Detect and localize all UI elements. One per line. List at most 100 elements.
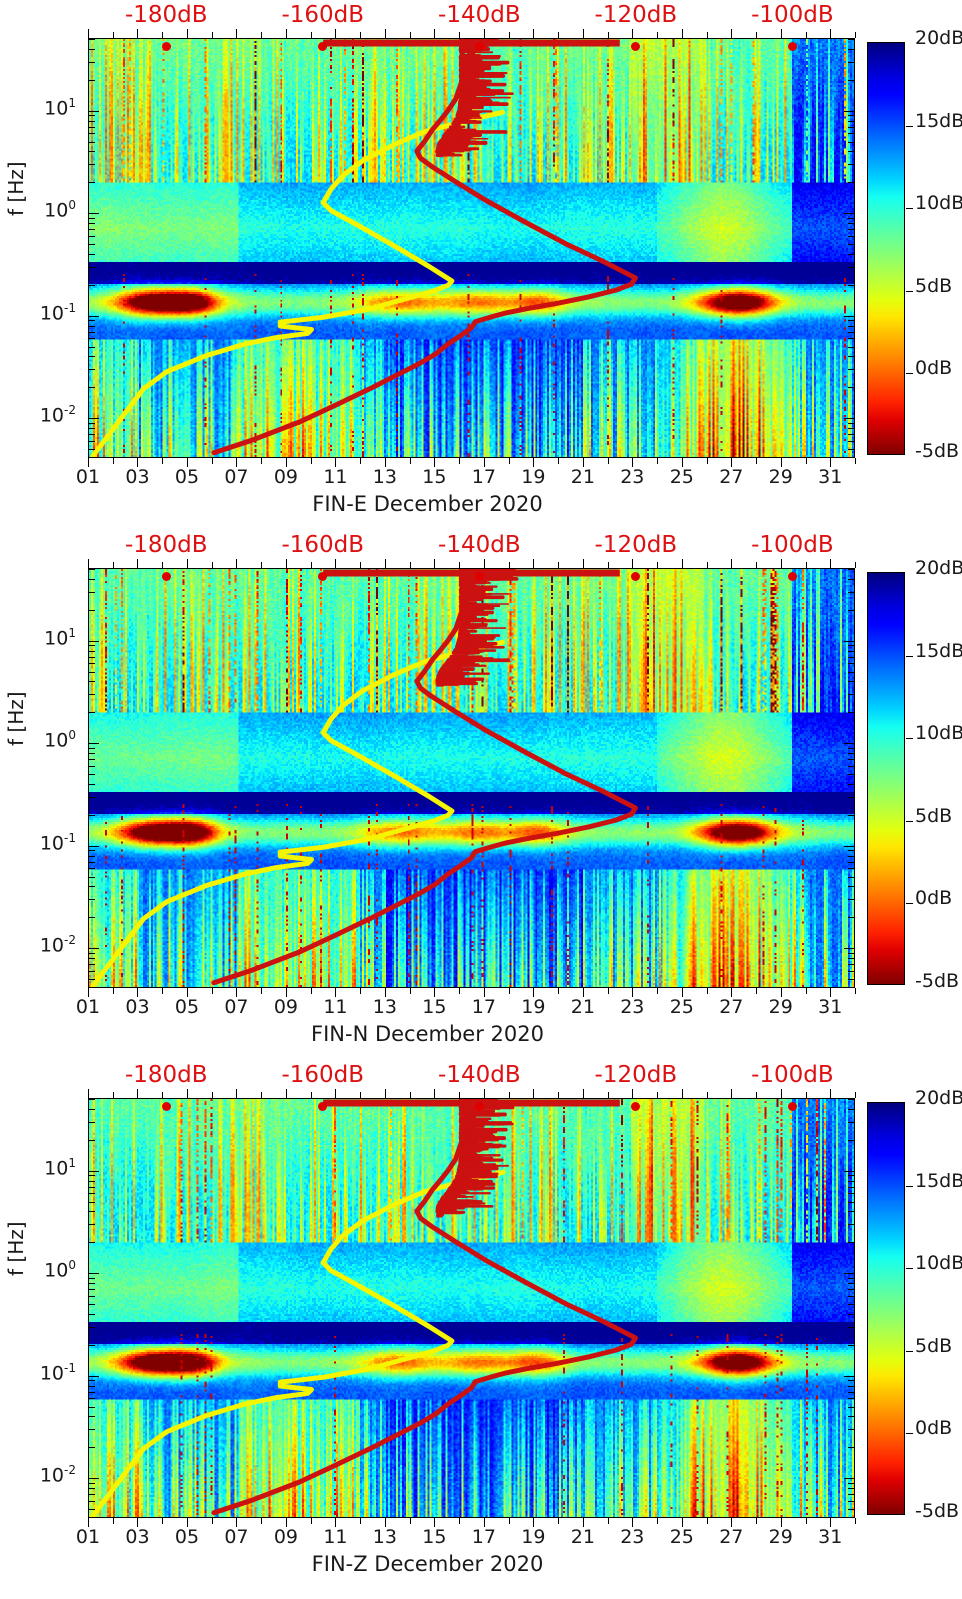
x-tick-mark-minor <box>310 32 312 38</box>
y-tick-mark <box>848 753 854 755</box>
psd-reference-dot <box>318 42 328 51</box>
x-tick-label: 07 <box>224 1526 249 1548</box>
y-tick-mark <box>848 1500 854 1502</box>
x-tick-label: 29 <box>768 1526 793 1548</box>
panel-title-fin-z: FIN-Z December 2020 <box>311 1552 544 1576</box>
x-tick-mark-minor <box>855 32 856 38</box>
x-tick-mark-minor <box>508 1092 510 1098</box>
colorbar-tick-label: 0dB <box>915 887 953 910</box>
y-tick-mark <box>848 650 854 652</box>
y-tick-mark <box>89 151 95 153</box>
y-tick-label: 10-1 <box>39 1360 76 1385</box>
y-tick-mark <box>89 747 95 749</box>
x-tick-mark <box>582 458 584 467</box>
x-tick-mark-minor <box>211 562 213 568</box>
x-tick-mark <box>830 559 832 568</box>
x-tick-mark <box>384 1089 386 1098</box>
y-tick-mark <box>89 266 95 268</box>
x-tick-mark-minor <box>360 458 362 464</box>
colorbar-tick-label: 20dB <box>915 27 962 49</box>
y-tick-mark <box>89 1478 99 1480</box>
y-tick-mark <box>848 253 854 255</box>
x-tick-mark-minor <box>261 562 263 568</box>
top-db-tick-label: -100dB <box>751 532 834 558</box>
panel-title-fin-n: FIN-N December 2020 <box>311 1022 544 1046</box>
y-tick-mark <box>848 1488 854 1490</box>
y-tick-mark <box>89 979 95 981</box>
x-tick-mark-minor <box>459 32 461 38</box>
y-tick-mark <box>848 120 854 122</box>
y-tick-mark <box>848 671 854 673</box>
plot-area-fin-e <box>88 38 855 458</box>
y-tick-mark <box>89 213 99 215</box>
x-tick-mark <box>88 1089 89 1098</box>
colorbar-tick <box>906 1350 913 1352</box>
colorbar-tick <box>906 738 913 740</box>
y-tick-mark <box>848 1447 854 1449</box>
x-tick-mark <box>533 29 535 38</box>
y-tick-mark <box>89 346 95 348</box>
y-tick-mark <box>89 753 95 755</box>
x-tick-mark <box>483 988 485 997</box>
x-tick-mark-minor <box>558 1518 560 1524</box>
x-tick-mark-minor <box>805 562 807 568</box>
psd-reference-dot <box>318 1102 328 1111</box>
y-tick-mark <box>848 1380 854 1382</box>
y-tick-mark <box>89 1170 99 1172</box>
top-db-tick-label: -120dB <box>594 532 678 558</box>
colorbar-tick <box>906 655 913 657</box>
y-tick-mark <box>89 694 95 696</box>
y-tick-mark <box>89 759 95 761</box>
x-tick-mark-minor <box>211 32 213 38</box>
y-tick-mark <box>848 346 854 348</box>
y-tick-mark <box>848 876 854 878</box>
x-tick-label: 27 <box>719 466 744 488</box>
y-tick-label: 101 <box>44 1155 76 1179</box>
x-tick-mark-minor <box>162 562 164 568</box>
x-tick-label: 25 <box>669 1526 694 1548</box>
x-tick-mark-minor <box>459 1518 461 1524</box>
y-tick-mark <box>848 774 854 776</box>
colorbar-tick-label: 5dB <box>915 1334 953 1357</box>
x-tick-mark <box>632 1089 634 1098</box>
y-tick-mark <box>89 952 95 954</box>
y-tick-mark <box>89 253 95 255</box>
y-tick-mark <box>844 640 854 642</box>
x-tick-label: 19 <box>521 996 546 1018</box>
y-tick-mark <box>89 1295 95 1297</box>
x-tick-label: 11 <box>323 1526 348 1548</box>
top-db-tick-label: -120dB <box>594 2 678 28</box>
x-tick-mark <box>731 1089 733 1098</box>
x-tick-mark <box>88 29 89 38</box>
x-tick-label: 17 <box>471 996 496 1018</box>
y-tick-mark <box>89 217 95 219</box>
x-tick-label: 21 <box>570 466 595 488</box>
colorbar-gradient <box>868 573 904 984</box>
colorbar-tick-label: 10dB <box>915 192 962 215</box>
x-tick-mark-minor <box>310 458 312 464</box>
y-tick-mark <box>844 213 854 215</box>
y-tick-mark <box>848 964 854 966</box>
y-tick-mark <box>848 850 854 852</box>
y-tick-mark <box>89 970 95 972</box>
psd-reference-dot <box>787 572 797 581</box>
x-tick-mark <box>632 1518 634 1527</box>
x-tick-mark-minor <box>310 1518 312 1524</box>
x-tick-mark <box>533 988 535 997</box>
psd-reference-dot <box>474 1102 484 1111</box>
colorbar-tick <box>906 1268 913 1270</box>
x-tick-label: 17 <box>471 1526 496 1548</box>
y-tick-mark <box>89 440 95 442</box>
y-tick-mark <box>89 1139 95 1141</box>
y-tick-mark <box>89 783 95 785</box>
y-tick-mark <box>89 796 95 798</box>
top-db-tick-label: -140dB <box>438 532 521 558</box>
y-tick-mark <box>89 110 99 112</box>
y-tick-mark <box>89 578 95 580</box>
top-db-tick-label: -140dB <box>438 1062 521 1088</box>
x-tick-mark-minor <box>211 988 213 994</box>
psd-reference-dot <box>631 572 641 581</box>
y-tick-mark <box>848 1277 854 1279</box>
y-tick-mark <box>89 1375 99 1377</box>
